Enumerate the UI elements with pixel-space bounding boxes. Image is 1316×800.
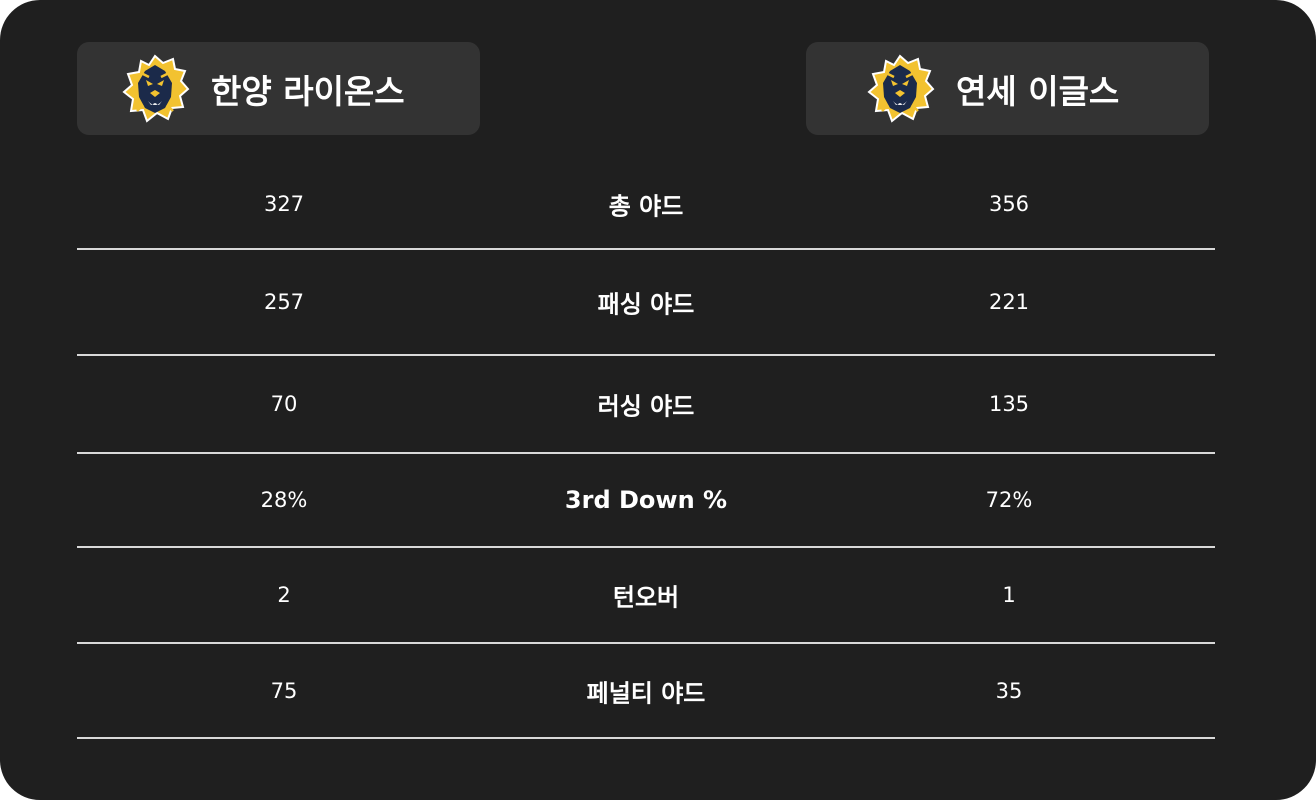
stat-row-rushing-yards: 70 러싱 야드 135 [77, 356, 1215, 454]
away-stat-value: 356 [988, 192, 1030, 216]
stat-row-third-down: 28% 3rd Down % 72% [77, 454, 1215, 548]
away-stat-value: 135 [988, 392, 1030, 416]
stat-row-turnovers: 2 턴오버 1 [77, 548, 1215, 644]
away-team-name: 연세 이글스 [956, 71, 1120, 111]
home-team-header[interactable]: 한양 라이온스 [77, 42, 480, 135]
stat-row-penalty-yards: 75 페널티 야드 35 [77, 644, 1215, 739]
away-stat-value: 1 [1002, 583, 1016, 607]
stat-label: 3rd Down % [564, 486, 728, 514]
away-stat-value: 72% [985, 488, 1033, 512]
home-stat-value: 75 [270, 678, 298, 703]
away-team-header[interactable]: 연세 이글스 [806, 42, 1209, 135]
home-stat-value: 327 [263, 192, 305, 216]
home-stat-value: 28% [260, 488, 308, 512]
stat-label: 총 야드 [608, 192, 684, 221]
away-stat-value: 221 [988, 290, 1030, 314]
home-team-name: 한양 라이온스 [211, 71, 405, 111]
home-stat-value: 257 [263, 290, 305, 314]
lion-head-icon [122, 53, 190, 123]
stats-table: 327 총 야드 356 257 패싱 야드 221 70 러싱 야드 135 … [77, 160, 1215, 739]
home-stat-value: 70 [270, 392, 298, 416]
stat-label: 페널티 야드 [586, 679, 706, 707]
stat-label: 러싱 야드 [597, 392, 695, 421]
away-stat-value: 35 [995, 678, 1023, 703]
stat-row-total-yards: 327 총 야드 356 [77, 160, 1215, 250]
home-stat-value: 2 [277, 583, 291, 607]
lion-head-icon [867, 53, 935, 123]
stat-row-passing-yards: 257 패싱 야드 221 [77, 250, 1215, 356]
stat-label: 턴오버 [612, 583, 680, 612]
stat-label: 패싱 야드 [597, 290, 695, 319]
